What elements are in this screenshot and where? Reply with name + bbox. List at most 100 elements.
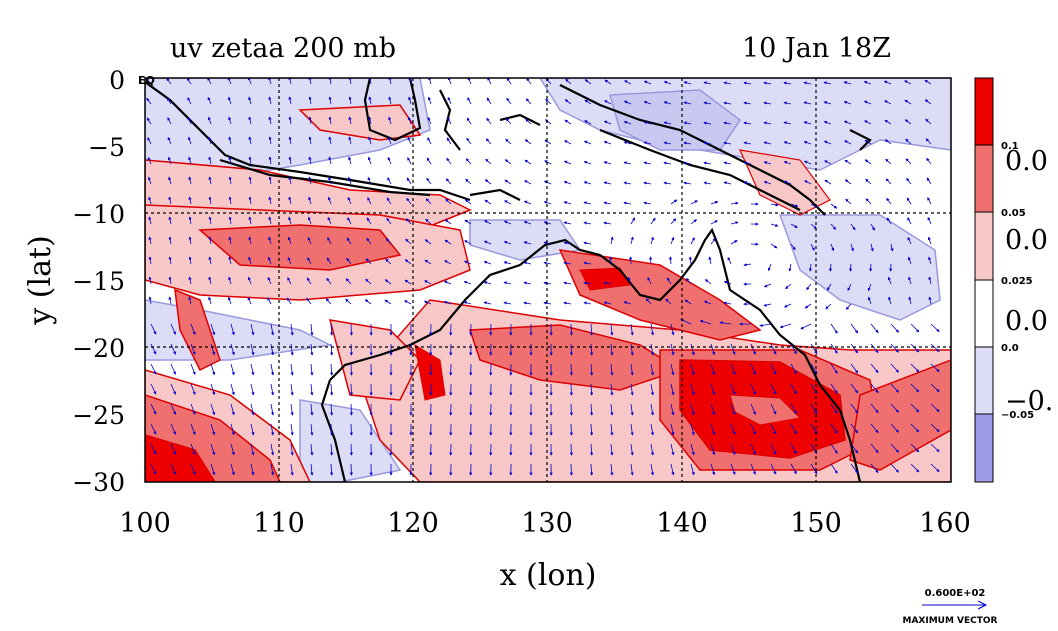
wind-vector	[650, 403, 655, 416]
wind-vector	[228, 256, 232, 265]
wind-vector	[290, 443, 294, 456]
wind-vector	[770, 403, 777, 415]
wind-vector	[190, 323, 196, 336]
wind-vector	[810, 223, 817, 230]
wind-vector	[310, 323, 314, 336]
wind-vector	[810, 423, 818, 435]
wind-vector	[506, 78, 512, 85]
wind-vector	[230, 403, 235, 416]
wind-vector	[763, 141, 772, 145]
wind-vector	[345, 278, 352, 285]
wind-vector	[907, 217, 912, 225]
wind-vector	[328, 96, 332, 105]
wind-vector	[804, 303, 812, 309]
wind-vector	[208, 176, 212, 185]
wind-vector	[190, 343, 196, 356]
wind-vector	[630, 236, 634, 245]
wind-vector	[150, 403, 157, 415]
wind-vector	[484, 199, 492, 205]
wind-vector	[730, 343, 736, 356]
wind-vector	[250, 423, 255, 436]
wind-vector	[803, 140, 812, 145]
wind-vector	[384, 279, 392, 285]
wind-vector	[763, 283, 772, 288]
wind-vector	[869, 263, 873, 272]
wind-vector	[584, 120, 592, 125]
colorbar: 0.1 0.05 0.025 0.0 −0.05 0.0 0.0 0.0 −0.	[974, 77, 1053, 483]
wind-vector	[388, 116, 392, 125]
wind-vector	[524, 139, 532, 145]
colorbar-level: 0.05	[1001, 208, 1026, 219]
wind-vector	[250, 323, 255, 336]
wind-vector	[790, 403, 797, 415]
wind-vector	[770, 463, 777, 475]
wind-vector	[545, 98, 552, 105]
wind-vector	[170, 363, 176, 375]
wind-vector	[386, 197, 392, 205]
wind-vector	[365, 258, 372, 265]
wind-vector	[590, 383, 594, 396]
wind-vector	[610, 403, 614, 416]
wind-vector	[388, 96, 392, 105]
wind-vector	[830, 463, 838, 474]
wind-vector	[763, 121, 772, 125]
wind-vector	[583, 201, 592, 205]
wind-vector	[188, 216, 192, 225]
wind-vector	[884, 139, 892, 145]
wind-vector	[523, 261, 532, 265]
wind-vector	[770, 383, 777, 395]
wind-vector	[590, 363, 594, 376]
wind-vector	[270, 343, 275, 356]
wind-vector	[690, 219, 698, 225]
wind-vector	[730, 383, 736, 396]
wind-vector	[267, 297, 272, 305]
wind-vector	[904, 80, 912, 85]
wind-vector	[830, 243, 835, 252]
wind-vector	[883, 80, 892, 85]
wind-vector	[803, 101, 812, 105]
wind-vector	[167, 136, 172, 145]
wind-vector	[670, 199, 678, 205]
wind-vector	[168, 236, 172, 245]
wind-vector	[167, 156, 172, 165]
wind-vector	[850, 463, 859, 474]
wind-vector	[663, 101, 672, 105]
x-tick-label: 130	[521, 508, 573, 539]
wind-vector	[925, 118, 932, 125]
wind-vector	[330, 403, 334, 416]
wind-vector	[703, 101, 712, 105]
wind-vector	[447, 96, 452, 105]
wind-vector	[385, 258, 392, 265]
wind-vector	[730, 423, 736, 436]
wind-vector	[543, 261, 552, 265]
wind-vector	[670, 443, 675, 456]
x-tick-label: 100	[119, 508, 171, 539]
wind-vector	[906, 197, 912, 205]
wind-vector	[770, 443, 777, 455]
wind-vector	[643, 181, 652, 185]
wind-vector	[743, 161, 752, 165]
wind-vector	[503, 281, 512, 285]
x-axis-label: x (lon)	[500, 558, 597, 593]
wind-vector	[643, 201, 652, 205]
x-axis: 100 110 120 130 140 150 160	[119, 508, 971, 539]
wind-vector	[308, 96, 312, 105]
vector-key-arrowhead	[977, 600, 988, 610]
wind-vector	[783, 121, 792, 125]
wind-vector	[228, 216, 232, 225]
wind-vector	[650, 343, 655, 356]
wind-vector	[710, 423, 716, 436]
wind-vector	[928, 296, 932, 305]
wind-vector	[830, 343, 838, 354]
wind-vector	[590, 403, 594, 416]
wind-vector	[930, 363, 940, 373]
wind-vector	[850, 343, 859, 354]
wind-vector	[544, 160, 552, 165]
wind-vector	[248, 176, 252, 185]
vector-key-value: 0.600E+02	[925, 588, 986, 599]
wind-vector	[146, 97, 152, 105]
wind-vector	[308, 196, 312, 205]
wind-vector	[670, 423, 675, 436]
wind-vector	[583, 261, 592, 265]
wind-vector	[850, 243, 854, 252]
